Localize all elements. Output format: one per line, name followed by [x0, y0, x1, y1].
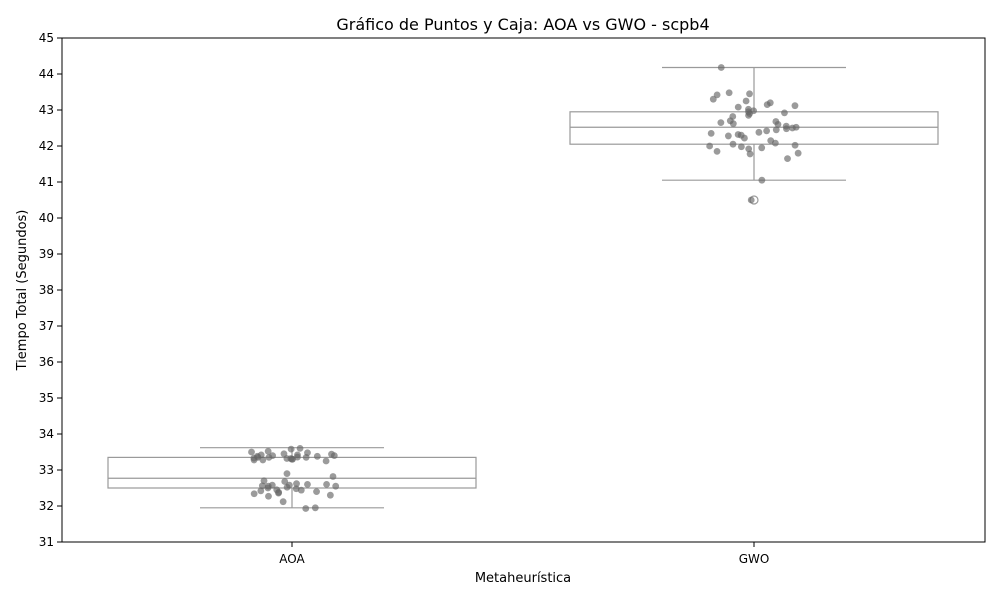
data-point — [257, 487, 265, 495]
data-point — [269, 452, 276, 459]
data-point — [724, 132, 732, 140]
data-point — [746, 90, 753, 98]
data-point — [763, 127, 771, 135]
y-tick-label: 42 — [39, 139, 54, 153]
data-point — [717, 64, 725, 71]
data-point — [332, 482, 340, 490]
data-point — [287, 455, 295, 462]
data-point — [311, 504, 319, 512]
y-tick-label: 33 — [39, 463, 54, 477]
y-axis-title: Tiempo Total (Segundos) — [15, 210, 30, 372]
data-point — [706, 142, 714, 150]
data-point — [296, 445, 304, 452]
y-tick-label: 38 — [39, 283, 54, 297]
data-point — [783, 125, 790, 133]
data-point — [280, 450, 288, 458]
data-point — [264, 482, 272, 490]
data-point — [322, 457, 330, 465]
data-point — [313, 452, 321, 460]
y-tick-label: 43 — [39, 103, 54, 117]
plot-frame — [61, 37, 986, 543]
y-tick-label: 32 — [39, 499, 54, 513]
data-point — [791, 102, 799, 110]
data-point — [725, 89, 733, 97]
data-point — [745, 112, 752, 119]
y-tick-label: 37 — [39, 319, 54, 333]
y-tick-label: 39 — [39, 247, 54, 261]
data-point — [794, 149, 802, 157]
x-ticks: AOA GWO — [279, 542, 769, 566]
data-point — [709, 95, 717, 103]
data-point — [737, 143, 745, 151]
data-point — [772, 126, 780, 134]
data-point — [774, 121, 782, 128]
data-point — [729, 140, 737, 148]
data-point — [758, 176, 766, 184]
y-ticks: 31 32 33 34 35 36 37 38 39 40 41 42 43 44 45 — [39, 31, 62, 549]
data-point — [287, 445, 295, 453]
y-tick-label: 34 — [39, 427, 54, 441]
data-point — [755, 128, 763, 136]
data-point — [313, 488, 320, 495]
x-tick-label: GWO — [739, 552, 770, 566]
boxes — [107, 66, 939, 509]
data-point — [254, 454, 262, 461]
data-point — [250, 490, 258, 498]
data-point — [789, 124, 796, 132]
data-point — [304, 449, 311, 457]
data-point — [323, 481, 330, 488]
points — [248, 64, 802, 512]
data-point — [329, 473, 337, 480]
data-point — [771, 139, 779, 147]
chart-title: Gráfico de Puntos y Caja: AOA vs GWO - s… — [336, 15, 709, 34]
box-gwo — [569, 66, 939, 205]
data-point — [791, 141, 799, 149]
data-point — [758, 144, 766, 152]
y-tick-label: 44 — [39, 67, 54, 81]
data-point — [293, 480, 300, 488]
data-point — [784, 155, 791, 163]
data-point — [294, 453, 301, 461]
x-axis-title: Metaheurística — [475, 571, 571, 586]
data-point — [729, 120, 737, 128]
data-point — [248, 448, 255, 456]
data-point — [741, 134, 748, 142]
y-tick-label: 35 — [39, 391, 54, 405]
data-point — [283, 470, 291, 477]
data-point — [713, 148, 721, 155]
y-tick-label: 40 — [39, 211, 54, 225]
data-point — [304, 481, 311, 488]
y-tick-label: 45 — [39, 31, 54, 45]
data-point — [281, 478, 289, 485]
data-point — [717, 119, 725, 126]
x-tick-label: AOA — [279, 552, 305, 566]
data-point — [326, 491, 334, 499]
data-point — [747, 196, 755, 204]
iqr-box — [569, 111, 939, 145]
data-point — [707, 130, 715, 137]
data-point — [763, 101, 771, 108]
data-point — [781, 109, 788, 117]
y-tick-label: 41 — [39, 175, 54, 189]
data-point — [279, 498, 287, 506]
data-point — [275, 489, 282, 497]
y-tick-label: 31 — [39, 535, 54, 549]
y-tick-label: 36 — [39, 355, 54, 369]
data-point — [746, 150, 754, 158]
data-point — [734, 103, 742, 111]
data-point — [330, 452, 338, 459]
data-point — [285, 481, 293, 489]
data-point — [742, 97, 750, 105]
data-point — [297, 486, 305, 494]
data-point — [265, 492, 272, 500]
data-point — [264, 447, 272, 455]
data-point — [302, 505, 310, 512]
